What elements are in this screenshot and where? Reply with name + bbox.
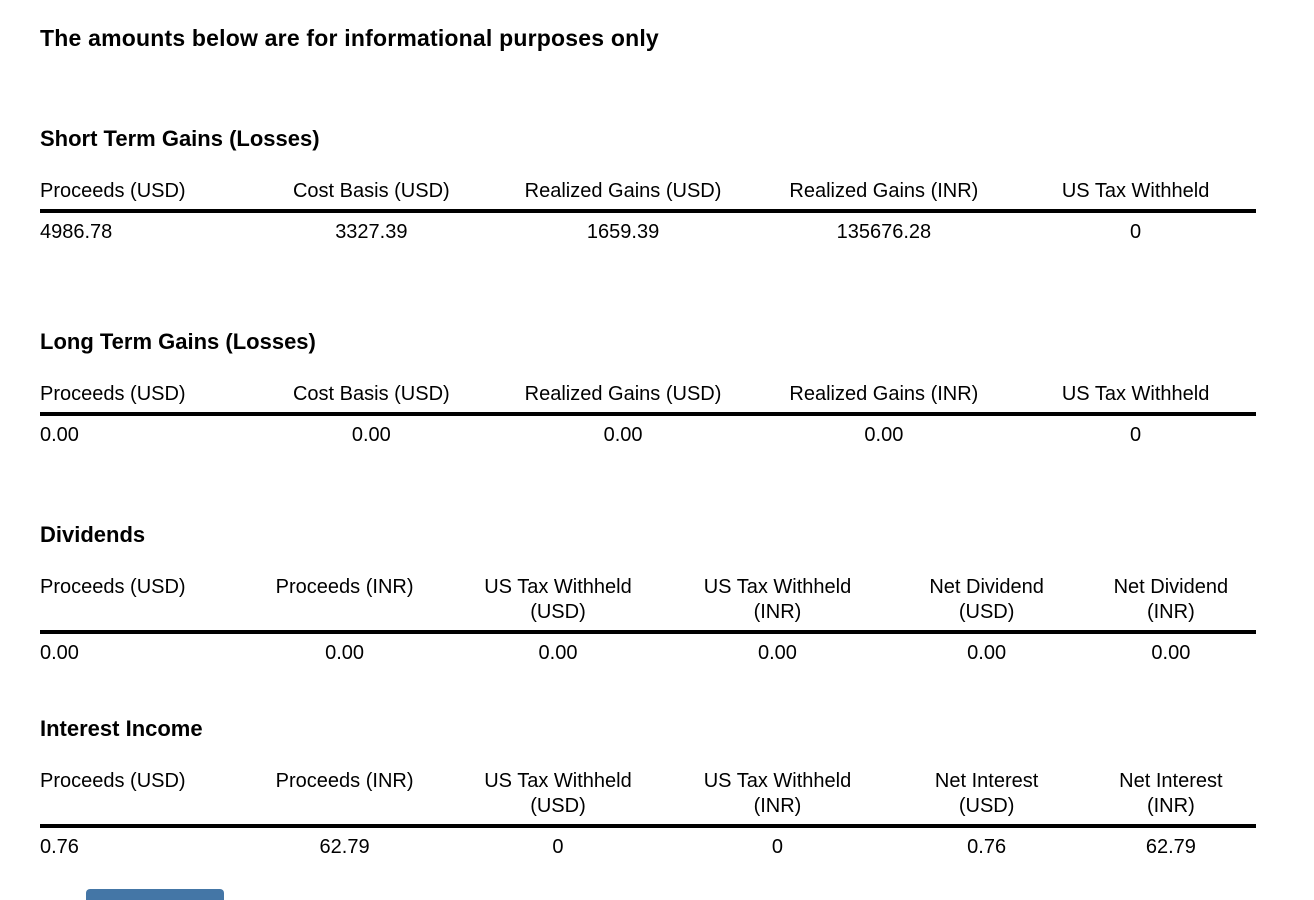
section-dividends: Dividends Proceeds (USD) Proceeds (INR) …: [40, 524, 1256, 664]
value-proceeds-usd: 0.00: [40, 424, 79, 446]
value-us-tax-withheld-usd: 0.00: [538, 642, 578, 664]
column-header-us-tax-withheld-usd: US Tax Withheld (USD): [448, 769, 668, 828]
section-short-term-gains: Short Term Gains (Losses) Proceeds (USD)…: [40, 128, 1256, 243]
value-cost-basis-usd: 0.00: [351, 424, 391, 446]
column-header-cost-basis-usd: Cost Basis (USD): [249, 382, 494, 416]
column-header-net-dividend-usd: Net Dividend (USD): [887, 575, 1086, 634]
value-realized-gains-inr: 0.00: [864, 424, 904, 446]
table-row: 0.00 0.00 0.00 0.00 0: [40, 414, 1256, 446]
short-term-gains-title: Short Term Gains (Losses): [40, 126, 320, 151]
value-proceeds-usd: 0.76: [40, 836, 79, 858]
short-term-gains-table: Proceeds (USD) Cost Basis (USD) Realized…: [40, 179, 1256, 243]
value-proceeds-inr: 62.79: [319, 836, 370, 858]
header-row: Proceeds (USD) Cost Basis (USD) Realized…: [40, 179, 1256, 213]
value-realized-gains-usd: 1659.39: [586, 221, 660, 243]
header-row: Proceeds (USD) Proceeds (INR) US Tax Wit…: [40, 769, 1256, 828]
column-header-net-interest-usd: Net Interest (USD): [887, 769, 1086, 828]
value-proceeds-usd: 0.00: [40, 642, 79, 664]
column-header-realized-gains-inr: Realized Gains (INR): [752, 382, 1016, 416]
column-header-net-dividend-inr: Net Dividend (INR): [1085, 575, 1256, 634]
value-proceeds-inr: 0.00: [325, 642, 365, 664]
section-long-term-gains: Long Term Gains (Losses) Proceeds (USD) …: [40, 331, 1256, 446]
long-term-gains-table: Proceeds (USD) Cost Basis (USD) Realized…: [40, 382, 1256, 446]
value-net-interest-inr: 62.79: [1145, 836, 1196, 858]
column-header-realized-gains-usd: Realized Gains (USD): [493, 382, 753, 416]
page-title: The amounts below are for informational …: [40, 25, 659, 51]
table-row: 4986.78 3327.39 1659.39 135676.28 0: [40, 211, 1256, 243]
column-header-cost-basis-usd: Cost Basis (USD): [249, 179, 494, 213]
long-term-gains-title: Long Term Gains (Losses): [40, 329, 316, 354]
header-row: Proceeds (USD) Cost Basis (USD) Realized…: [40, 382, 1256, 416]
column-header-proceeds-usd: Proceeds (USD): [40, 769, 241, 828]
value-net-dividend-inr: 0.00: [1151, 642, 1191, 664]
value-net-interest-usd: 0.76: [967, 836, 1007, 858]
dividends-title: Dividends: [40, 522, 146, 547]
section-interest-income: Interest Income Proceeds (USD) Proceeds …: [40, 718, 1256, 858]
column-header-us-tax-withheld-inr: US Tax Withheld (INR): [667, 575, 888, 634]
column-header-proceeds-usd: Proceeds (USD): [40, 575, 241, 634]
column-header-us-tax-withheld-inr: US Tax Withheld (INR): [667, 769, 888, 828]
value-realized-gains-usd: 0.00: [603, 424, 643, 446]
column-header-realized-gains-inr: Realized Gains (INR): [752, 179, 1016, 213]
value-us-tax-withheld: 0: [1130, 424, 1142, 446]
value-realized-gains-inr: 135676.28: [836, 221, 932, 243]
column-header-proceeds-inr: Proceeds (INR): [240, 769, 449, 828]
value-us-tax-withheld-inr: 0.00: [758, 642, 797, 664]
column-header-us-tax-withheld-usd: US Tax Withheld (USD): [448, 575, 668, 634]
column-header-us-tax-withheld: US Tax Withheld: [1015, 179, 1256, 213]
column-header-us-tax-withheld: US Tax Withheld: [1015, 382, 1256, 416]
value-cost-basis-usd: 3327.39: [335, 221, 408, 243]
value-net-dividend-usd: 0.00: [967, 642, 1007, 664]
value-us-tax-withheld: 0: [1130, 221, 1142, 243]
column-header-realized-gains-usd: Realized Gains (USD): [493, 179, 753, 213]
value-proceeds-usd: 4986.78: [40, 221, 113, 243]
value-us-tax-withheld-usd: 0: [552, 836, 564, 858]
column-header-proceeds-usd: Proceeds (USD): [40, 179, 250, 213]
interest-income-title: Interest Income: [40, 716, 203, 741]
dividends-table: Proceeds (USD) Proceeds (INR) US Tax Wit…: [40, 575, 1256, 664]
column-header-proceeds-inr: Proceeds (INR): [240, 575, 449, 634]
interest-income-table: Proceeds (USD) Proceeds (INR) US Tax Wit…: [40, 769, 1256, 858]
header-row: Proceeds (USD) Proceeds (INR) US Tax Wit…: [40, 575, 1256, 634]
table-row: 0.00 0.00 0.00 0.00 0.00 0.00: [40, 632, 1256, 664]
partially-visible-button[interactable]: [86, 889, 224, 900]
value-us-tax-withheld-inr: 0: [771, 836, 784, 858]
table-row: 0.76 62.79 0 0 0.76 62.79: [40, 826, 1256, 858]
column-header-proceeds-usd: Proceeds (USD): [40, 382, 250, 416]
column-header-net-interest-inr: Net Interest (INR): [1085, 769, 1256, 828]
page-content: The amounts below are for informational …: [40, 25, 1256, 858]
